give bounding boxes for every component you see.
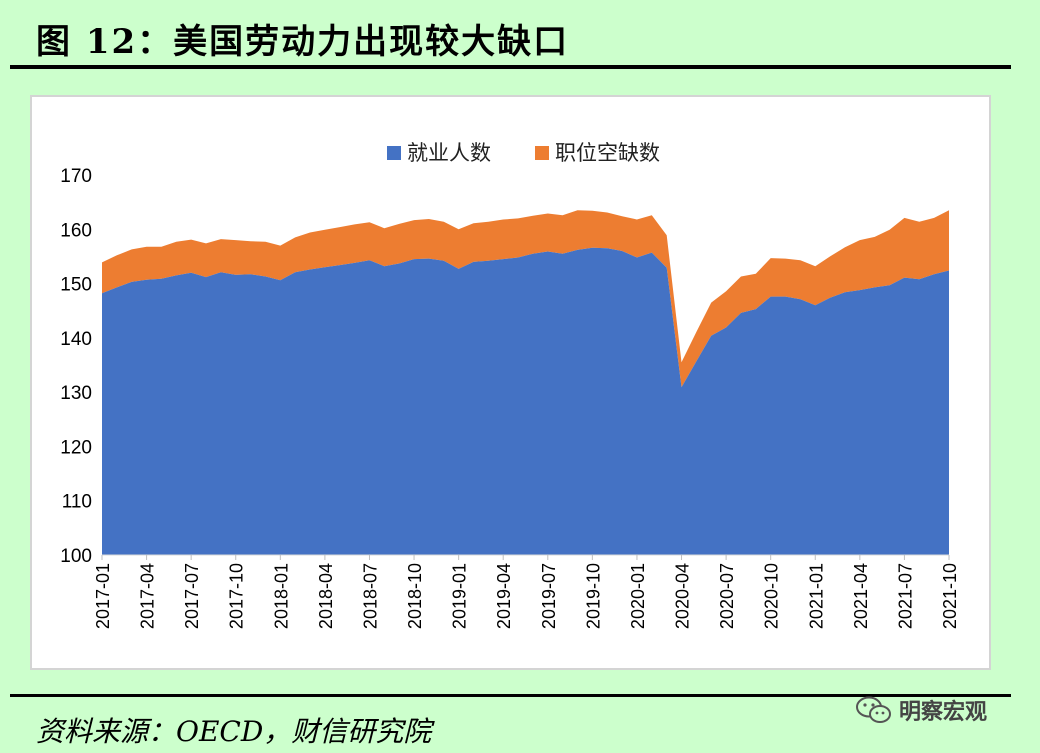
x-tick-label: 2018-04 (316, 563, 336, 629)
watermark-text: 明察宏观 (899, 700, 988, 725)
wechat-icon (856, 696, 891, 723)
watermark: 明察宏观 (855, 694, 987, 726)
y-tick-label: 100 (60, 546, 92, 567)
x-tick-label: 2017-07 (182, 563, 202, 629)
x-tick-label: 2017-04 (138, 563, 158, 629)
x-tick-label: 2018-10 (405, 563, 425, 629)
x-tick-label: 2020-10 (762, 563, 782, 629)
chart-frame: 100 110 120 130 140 150 160 170 2017-01 2017-04 20… (30, 95, 991, 670)
y-tick-label: 120 (60, 437, 92, 458)
x-tick-label: 2019-07 (539, 563, 559, 629)
source-note: 资料来源：OECD，财信研究院 (36, 715, 432, 748)
y-tick-label: 160 (60, 220, 92, 241)
x-tick-label: 2017-10 (227, 563, 247, 629)
series-area-vacancies (102, 210, 949, 388)
area-chart: 100 110 120 130 140 150 160 170 2017-01 2017-04 20… (60, 141, 960, 629)
x-tick-label: 2019-10 (583, 563, 603, 629)
y-tick-label: 110 (62, 492, 92, 513)
x-tick-label: 2018-07 (360, 563, 380, 629)
y-tick-label: 140 (60, 329, 92, 350)
x-tick-label: 2020-04 (673, 563, 693, 629)
figure-title: 图 12：美国劳动力出现较大缺口 (36, 22, 570, 62)
y-tick-label: 150 (60, 275, 92, 296)
x-tick-label: 2021-10 (940, 563, 960, 629)
y-tick-label: 130 (60, 383, 92, 404)
x-tick-label: 2017-01 (93, 563, 113, 629)
legend-label-vacancies: 职位空缺数 (555, 141, 660, 165)
y-tick-label: 170 (60, 166, 92, 187)
bottom-rule (10, 694, 1011, 697)
x-tick-label: 2020-01 (628, 563, 648, 629)
x-tick-label: 2021-07 (895, 563, 915, 629)
legend-swatch-employment (387, 146, 401, 160)
x-tick-label: 2018-01 (271, 563, 291, 629)
series-area-employment (102, 247, 949, 555)
x-tick-label: 2021-01 (806, 563, 826, 629)
x-tick-label: 2021-04 (851, 563, 871, 629)
top-rule (10, 65, 1011, 69)
x-tick-label: 2019-01 (450, 563, 470, 629)
x-tick-label: 2019-04 (494, 563, 514, 629)
legend-swatch-vacancies (535, 146, 549, 160)
x-tick-label: 2020-07 (717, 563, 737, 629)
legend-label-employment: 就业人数 (407, 141, 491, 165)
